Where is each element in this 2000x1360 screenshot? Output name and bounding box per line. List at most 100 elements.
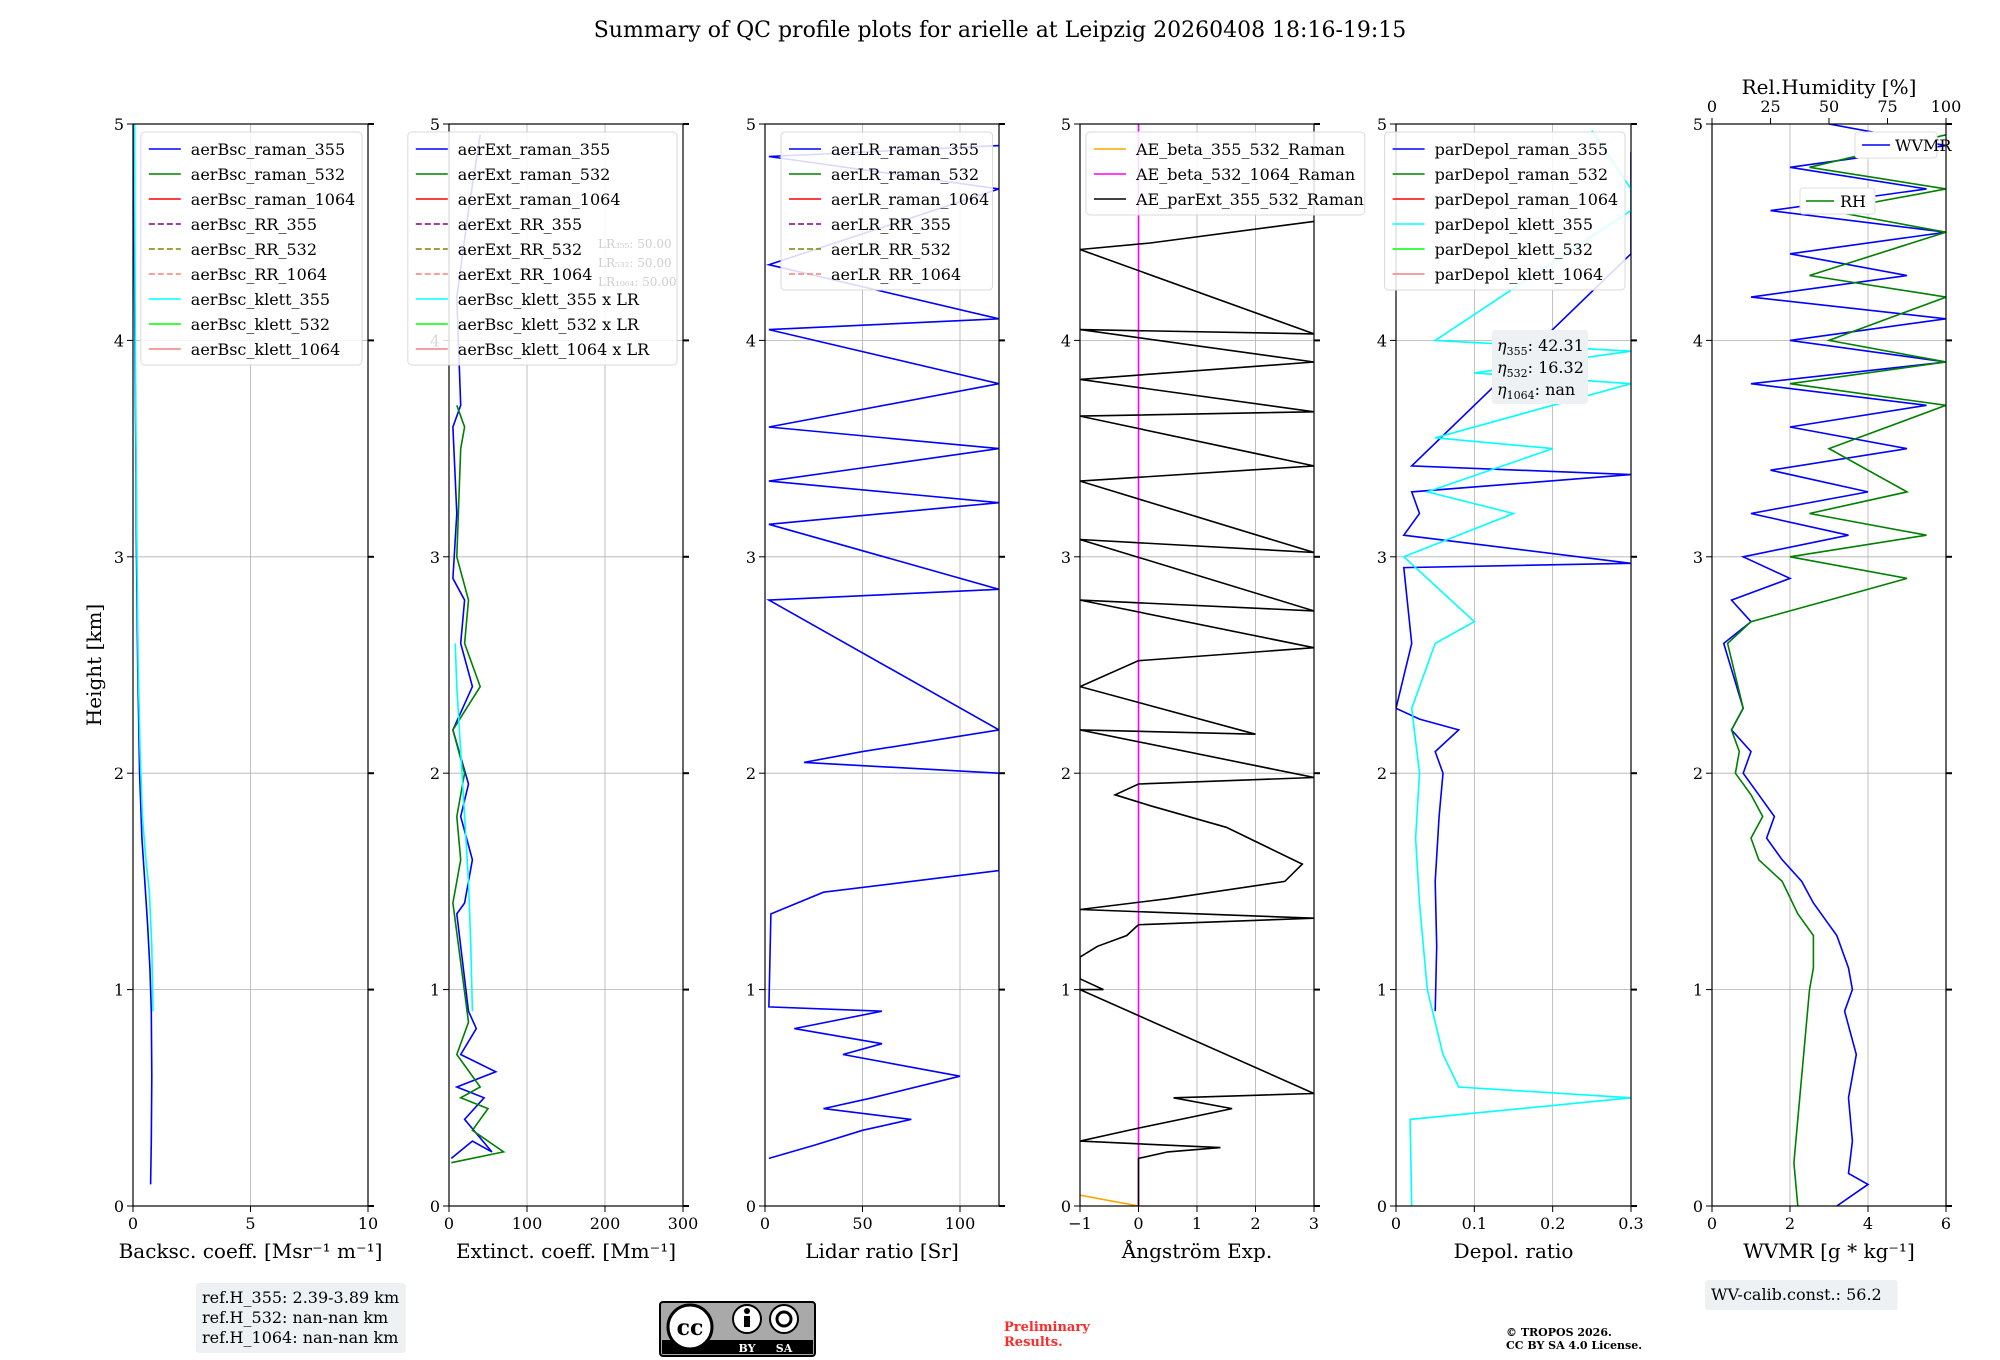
legend-label: aerExt_RR_1064 <box>458 265 593 284</box>
top-x-tick-label: 0 <box>1707 97 1717 116</box>
x-tick-label: −1 <box>1068 1214 1092 1233</box>
legend-label: parDepol_raman_1064 <box>1435 190 1619 209</box>
x-tick-label: 4 <box>1863 1214 1873 1233</box>
legend-label: aerBsc_raman_355 <box>191 140 345 159</box>
legend-label: aerLR_raman_532 <box>831 165 979 184</box>
series-group <box>450 134 506 1164</box>
panel-bsc: 0 5 10 0 1 2 3 4 5 Backsc. coeff. [Msr⁻¹ m⁻¹] Heig… <box>82 115 406 1353</box>
series-line-WVMR <box>1722 124 1946 1206</box>
y-tick-label: 2 <box>114 764 124 783</box>
info-box-line: ref.H_532: nan-nan km <box>202 1308 388 1327</box>
plot-frame <box>448 123 684 1207</box>
legend-label: aerExt_raman_532 <box>458 165 611 184</box>
panel-lr: 0 50 100 0 1 2 3 4 5 Lidar ratio [Sr] aerLR_raman_… <box>746 115 1005 1263</box>
top-x-tick-label: 75 <box>1877 97 1897 116</box>
series-line-AE_beta_355_532_Raman <box>1080 1194 1139 1206</box>
y-tick-label: 0 <box>1061 1197 1071 1216</box>
legend-label: aerBsc_klett_355 x LR <box>458 290 640 309</box>
x-tick-label: 2 <box>1250 1214 1260 1233</box>
cc-sa-label: SA <box>776 1342 793 1355</box>
y-tick-label: 5 <box>114 115 124 134</box>
legend-label: parDepol_klett_1064 <box>1435 265 1604 284</box>
legend-label: AE_beta_532_1064_Raman <box>1135 165 1355 184</box>
x-tick-label: 0 <box>444 1214 454 1233</box>
y-tick-label: 1 <box>1061 981 1071 1000</box>
top-x-axis-label: Rel.Humidity [%] <box>1742 75 1917 99</box>
top-x-tick-label: 50 <box>1819 97 1839 116</box>
legend-box <box>140 131 363 366</box>
y-tick-label: 4 <box>1061 331 1071 350</box>
x-axis-label: Extinct. coeff. [Mm⁻¹] <box>456 1239 676 1263</box>
eta-value: : nan <box>1535 380 1576 399</box>
panel-ext: 0100200300012345Extinct. coeff. [Mm⁻¹]ae… <box>407 115 699 1263</box>
y-tick-label: 0 <box>430 1197 440 1216</box>
x-tick-label: 0 <box>1391 1214 1401 1233</box>
info-box-line: WV-calib.const.: 56.2 <box>1711 1285 1882 1304</box>
legend-label: aerLR_raman_355 <box>831 140 979 159</box>
copyright-line2: CC BY SA 4.0 License. <box>1506 1339 1642 1352</box>
info-box <box>196 1283 406 1353</box>
legend-label: aerExt_raman_355 <box>458 140 611 159</box>
x-axis-label: WVMR [g * kg⁻¹] <box>1743 1239 1915 1263</box>
x-tick-label: 10 <box>358 1214 378 1233</box>
info-box-line: ref.H_1064: nan-nan km <box>202 1328 398 1347</box>
eta-label: η532: 16.32 <box>1497 358 1584 380</box>
preliminary-line2: Results. <box>1004 1335 1063 1350</box>
top-x-tick-label: 25 <box>1760 97 1780 116</box>
legend-label: parDepol_raman_355 <box>1435 140 1608 159</box>
series-line-parDepol_raman_355 <box>1396 152 1631 1012</box>
x-axis-label: Backsc. coeff. [Msr⁻¹ m⁻¹] <box>119 1239 383 1263</box>
legend-label: AE_beta_355_532_Raman <box>1135 140 1345 159</box>
copyright-line1: © TROPOS 2026. <box>1506 1326 1612 1339</box>
y-tick-label: 2 <box>746 764 756 783</box>
eta-value: : 42.31 <box>1528 336 1584 355</box>
y-tick-label: 0 <box>114 1197 124 1216</box>
legend-box <box>407 131 678 366</box>
cc-logo-text: cc <box>677 1315 704 1341</box>
x-tick-label: 100 <box>512 1214 543 1233</box>
x-tick-label: 50 <box>852 1214 872 1233</box>
x-axis-label: Depol. ratio <box>1454 1239 1574 1263</box>
y-tick-label: 1 <box>1693 981 1703 1000</box>
legend-label: aerBsc_klett_532 x LR <box>458 315 640 334</box>
lr-label: LR₁₀₆₄: 50.00 <box>598 275 676 289</box>
legend-label: WVMR <box>1895 136 1952 155</box>
series-group <box>1722 124 1946 1206</box>
y-tick-label: 5 <box>746 115 756 134</box>
legend-label: aerLR_RR_1064 <box>831 265 961 284</box>
y-tick-label: 2 <box>1377 764 1387 783</box>
legend-label: aerBsc_klett_355 <box>191 290 330 309</box>
series-line-aerBsc_klett_355 x LR <box>454 643 474 1012</box>
x-tick-label: 0.2 <box>1540 1214 1565 1233</box>
y-tick-label: 4 <box>1693 331 1703 350</box>
x-axis-label: Ångström Exp. <box>1121 1238 1272 1263</box>
lr-label: LR₅₃₂: 50.00 <box>598 256 672 270</box>
x-tick-label: 300 <box>668 1214 699 1233</box>
y-tick-label: 1 <box>1377 981 1387 1000</box>
x-tick-label: 5 <box>245 1214 255 1233</box>
series-line-aerExt_raman_532 <box>451 405 506 1164</box>
legend-label: RH <box>1840 192 1866 211</box>
eta-symbol: η <box>1497 380 1507 399</box>
series-group <box>1080 124 1314 1206</box>
legend-box-wvmr <box>1854 131 1938 159</box>
x-axis-label: Lidar ratio [Sr] <box>805 1239 959 1263</box>
y-tick-label: 1 <box>114 981 124 1000</box>
y-tick-label: 5 <box>1377 115 1387 134</box>
panel-wv: 0 2 4 6 0 1 2 3 4 5 WVMR [g * kg⁻¹] 0 25 50 75 100 Rel.H… <box>1693 75 1961 1310</box>
eta-symbol: η <box>1497 358 1507 377</box>
lr-label: LR₃₅₅: 50.00 <box>598 237 672 251</box>
series-line-parDepol_klett_355 <box>1402 130 1631 1206</box>
y-axis-label: Height [km] <box>82 604 106 726</box>
legend-label: aerBsc_RR_532 <box>191 240 317 259</box>
y-tick-label: 0 <box>746 1197 756 1216</box>
info-box-line: ref.H_355: 2.39-3.89 km <box>202 1288 399 1307</box>
x-tick-label: 0.1 <box>1462 1214 1487 1233</box>
x-tick-label: 0 <box>760 1214 770 1233</box>
x-tick-label: 200 <box>590 1214 621 1233</box>
y-tick-label: 3 <box>1377 548 1387 567</box>
eta-symbol: η <box>1497 336 1507 355</box>
y-tick-label: 2 <box>1693 764 1703 783</box>
